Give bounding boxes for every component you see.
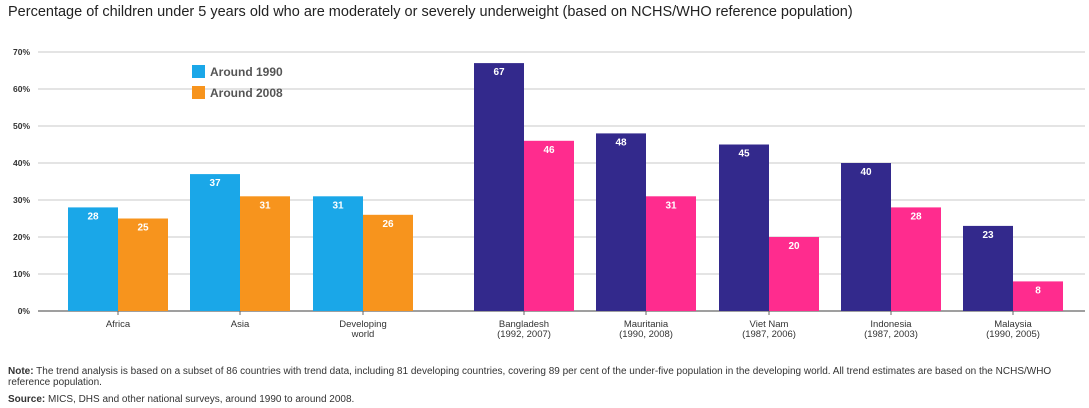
category-label: Malaysia xyxy=(994,319,1032,330)
bar xyxy=(646,196,696,311)
legend-swatch xyxy=(192,86,205,99)
category-label: Mauritania xyxy=(624,319,669,330)
note: Note: The trend analysis is based on a s… xyxy=(8,366,1078,388)
bar-chart: 0% 10% 20% 30% 40% 50% 60% 70% 28 25 Africa 37 31 Asi… xyxy=(13,47,1085,340)
data-label: 31 xyxy=(332,200,344,211)
y-tick-label: 40% xyxy=(13,158,30,168)
bar xyxy=(596,133,646,311)
category-label: Developing xyxy=(339,319,387,330)
bar xyxy=(240,196,290,311)
category-sublabel: (1987, 2006) xyxy=(742,329,796,340)
category-label: Viet Nam xyxy=(750,319,789,330)
data-label: 37 xyxy=(209,178,221,189)
source: Source: MICS, DHS and other national sur… xyxy=(8,394,354,405)
category-label: Africa xyxy=(106,319,131,330)
bar xyxy=(769,237,819,311)
data-label: 20 xyxy=(788,241,800,252)
y-tick-label: 10% xyxy=(13,269,30,279)
note-text: The trend analysis is based on a subset … xyxy=(8,366,1052,388)
data-label: 40 xyxy=(860,167,872,178)
data-label: 28 xyxy=(910,211,922,222)
bar xyxy=(474,63,524,311)
note-label: Note: xyxy=(8,366,34,377)
y-tick-label: 70% xyxy=(13,47,30,57)
chart-title: Percentage of children under 5 years old… xyxy=(8,4,853,20)
data-label: 28 xyxy=(87,211,99,222)
bar xyxy=(68,207,118,311)
data-label: 67 xyxy=(493,67,505,78)
category-sublabel: (1990, 2005) xyxy=(986,329,1040,340)
category-label: Bangladesh xyxy=(499,319,549,330)
category-sublabel: (1990, 2008) xyxy=(619,329,673,340)
bar xyxy=(363,214,413,311)
y-tick-label: 0% xyxy=(18,306,31,316)
legend-swatch xyxy=(192,65,205,78)
category-sublabel: (1992, 2007) xyxy=(497,329,551,340)
category-sublabel: world xyxy=(351,329,375,340)
data-label: 25 xyxy=(137,223,149,234)
category-label: Asia xyxy=(231,319,250,330)
data-label: 31 xyxy=(665,200,677,211)
bar xyxy=(524,140,574,311)
y-tick-label: 50% xyxy=(13,121,30,131)
data-label: 31 xyxy=(259,200,271,211)
source-text: MICS, DHS and other national surveys, ar… xyxy=(45,394,355,405)
legend-label: Around 2008 xyxy=(210,86,283,100)
bar xyxy=(313,196,363,311)
data-label: 26 xyxy=(382,219,394,230)
source-label: Source: xyxy=(8,394,46,405)
bar xyxy=(1013,281,1063,311)
y-tick-label: 60% xyxy=(13,84,30,94)
bar xyxy=(891,207,941,311)
bar xyxy=(190,174,240,311)
category-sublabel: (1987, 2003) xyxy=(864,329,918,340)
bar xyxy=(963,225,1013,311)
bar xyxy=(719,144,769,311)
data-label: 46 xyxy=(543,145,555,156)
bar xyxy=(118,218,168,311)
bar xyxy=(841,163,891,311)
legend-label: Around 1990 xyxy=(210,65,283,79)
y-tick-label: 30% xyxy=(13,195,30,205)
y-tick-label: 20% xyxy=(13,232,30,242)
data-label: 48 xyxy=(615,137,627,148)
data-label: 23 xyxy=(982,230,994,241)
data-label: 8 xyxy=(1035,285,1041,296)
data-label: 45 xyxy=(738,149,750,160)
category-label: Indonesia xyxy=(870,319,912,330)
